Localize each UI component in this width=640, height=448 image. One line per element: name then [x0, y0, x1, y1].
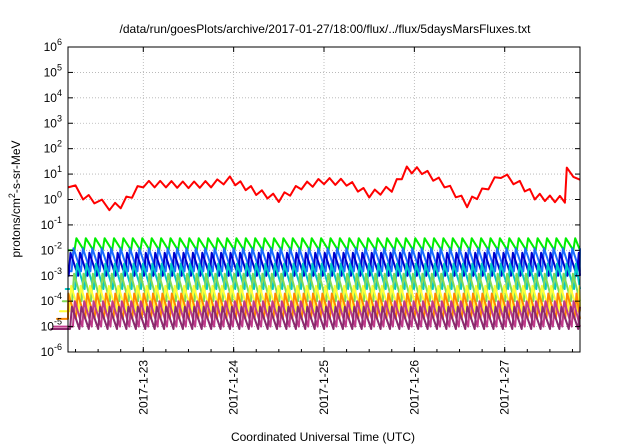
plot-frame [67, 46, 581, 353]
y-tick-label: 10-5 [41, 317, 62, 334]
y-tick-label: 102 [44, 139, 62, 156]
series-line [56, 292, 581, 320]
series-lines [50, 165, 581, 330]
y-tick-label: 10-2 [41, 240, 62, 257]
series-line [53, 300, 581, 328]
y-tick-label: 101 [44, 164, 62, 181]
series-line [50, 305, 581, 330]
y-tick-label: 104 [44, 88, 62, 105]
x-tick-label: 2017-1-23 [136, 360, 150, 415]
x-tick-label: 2017-1-24 [227, 360, 241, 415]
series-line [67, 165, 581, 212]
x-tick-label: 2017-1-26 [407, 360, 421, 415]
axes: 10-6 10-5 10-4 10-3 10-2 10-1 100 101 102 103 104 1… [41, 37, 581, 415]
y-tick-label: 10-3 [41, 266, 62, 283]
y-tick-label: 10-1 [41, 215, 62, 232]
x-tick-label: 2017-1-25 [317, 360, 331, 415]
y-axis-label: protons/cm2-s-sr-MeV [7, 140, 23, 257]
y-tick-label: 103 [44, 113, 62, 130]
y-tick-label: 10-6 [41, 342, 62, 359]
series-line [68, 247, 581, 273]
series-line [64, 262, 581, 290]
y-tick-label: 100 [44, 190, 62, 207]
series-line [61, 272, 581, 303]
chart-title: /data/run/goesPlots/archive/2017-01-27/1… [120, 22, 532, 36]
y-tick-label: 10-4 [41, 291, 62, 308]
x-tick-label: 2017-1-27 [498, 360, 512, 415]
x-axis-label: Coordinated Universal Time (UTC) [231, 430, 415, 444]
y-tick-label: 105 [44, 62, 62, 79]
series-line [67, 251, 581, 277]
y-tick-label: 106 [44, 37, 62, 54]
